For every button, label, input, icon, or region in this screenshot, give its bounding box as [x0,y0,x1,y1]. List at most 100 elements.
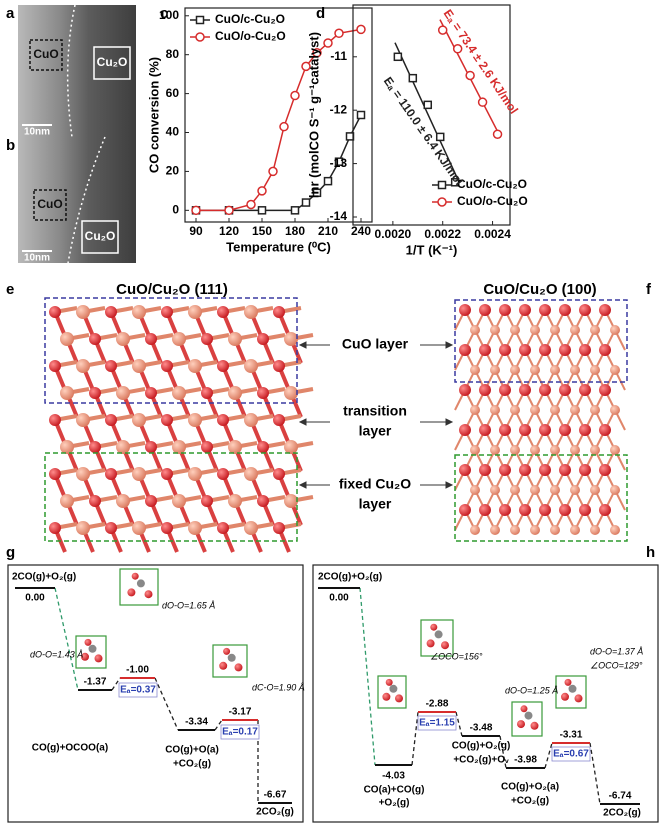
atom [510,365,520,375]
atom [530,445,540,455]
atom [172,332,186,346]
atom [610,525,620,535]
atom [539,344,551,356]
atom [610,405,620,415]
energy-value: -3.31 [560,730,583,741]
atom [89,387,101,399]
marker [423,100,433,110]
arrow [298,418,330,426]
atom [161,468,173,480]
atom [559,304,571,316]
y-tick-label: -12 [330,102,348,116]
y-tick-label: 20 [166,164,180,178]
connector [111,677,121,691]
arrow [420,418,454,426]
atom [530,525,540,535]
structure-title: CuO/Cu₂O (111) [116,281,228,298]
connector [589,742,601,805]
atom [499,384,511,396]
y-tick-label: 80 [166,47,180,61]
atom [510,525,520,535]
legend-label: CuO/c-Cu₂O [215,12,285,26]
layer-box [454,299,628,383]
atom [490,365,500,375]
atom [49,522,61,534]
geometry-note: dC-O=1.90 Å [252,682,305,692]
atom [76,521,90,535]
connector [359,587,376,766]
marker [356,110,366,120]
y-axis-label: CO conversion (%) [146,57,161,173]
marker [191,205,201,216]
marker [334,157,344,166]
panel-letter: f [646,281,652,298]
marker [257,186,267,196]
state-label: CO(g)+OCOO(a) [32,743,108,754]
atom [105,468,117,480]
atom [273,414,285,426]
barrier-box [551,746,591,762]
geometry-note: ∠OCO=156° [430,651,483,661]
connector [499,735,507,769]
atom [284,494,298,508]
energy-value: -3.34 [185,717,208,728]
atom [559,504,571,516]
y-tick-label: 40 [166,125,180,139]
panel-letter: h [646,544,655,561]
atom [217,522,229,534]
atom [217,360,229,372]
atom [470,365,480,375]
atom [479,504,491,516]
inset-box [119,568,159,606]
atom [579,424,591,436]
inset-atom [441,641,449,650]
energy-value: -6.67 [264,790,287,801]
marker [301,61,311,72]
inset-atom [131,572,139,580]
atom [49,468,61,480]
energy-diagrams: g 0.00 -1.37 -1.00 -3.34 -3.17 -6.67 Eₐ=0.37 Eₐ=… [6,544,659,823]
atom [188,467,202,481]
connector [455,711,463,737]
inset-atom [385,678,393,686]
marker [437,25,448,35]
atom [76,305,90,319]
atom [132,467,146,481]
atom [479,424,491,436]
atom [132,413,146,427]
atom [459,424,471,436]
marker [301,198,311,207]
atom [599,344,611,356]
x-tick-label: 180 [285,224,305,238]
layer-box [44,297,298,404]
plot-frame [352,4,511,226]
atom [499,344,511,356]
atom [188,413,202,427]
marker [257,206,267,215]
panel-letter: c [160,5,168,22]
atom [479,464,491,476]
atom [188,359,202,373]
atom [599,464,611,476]
atom [610,325,620,335]
atom [49,306,61,318]
atom [479,344,491,356]
atom [201,441,213,453]
legend-marker [437,197,447,207]
atom [550,405,560,415]
atom [610,485,620,495]
layer-box [454,454,628,542]
layer-label: layer [359,496,392,512]
y-tick-label: -14 [330,209,348,223]
atom [257,441,269,453]
legend-label: CuO/c-Cu₂O [457,177,527,191]
state-label: CO(g)+O₂(g) [452,741,511,752]
atom [284,440,298,454]
structure-title: CuO/Cu₂O (100) [483,281,596,298]
inset-atom [568,684,577,693]
inset-atom [227,653,236,662]
x-axis-label: Temperature (⁰C) [226,239,331,254]
energy-value: -2.88 [426,699,449,710]
diagram-frame [7,564,304,823]
atom [539,464,551,476]
